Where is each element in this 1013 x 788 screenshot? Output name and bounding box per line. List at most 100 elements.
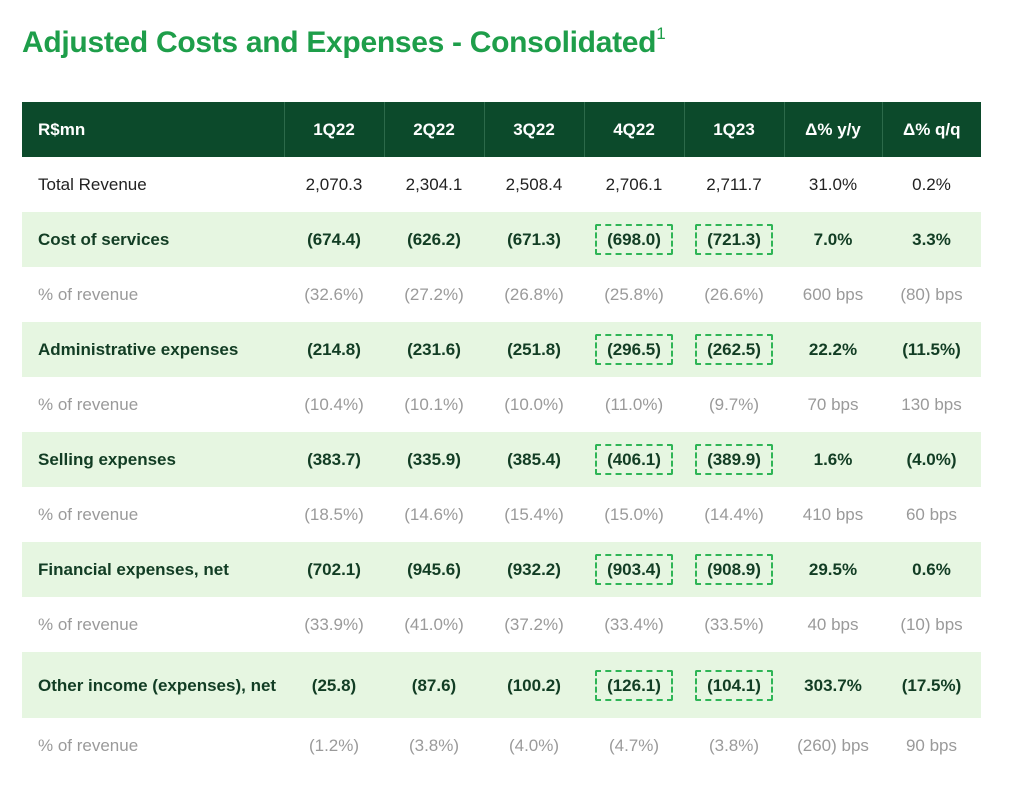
page-title: Adjusted Costs and Expenses - Consolidat…: [22, 24, 666, 60]
table-cell: 60 bps: [905, 504, 958, 524]
pct-row: % of revenue (18.5%) (14.6%) (15.4%) (15.0%)…: [22, 487, 981, 542]
table-cell: (17.5%): [882, 652, 981, 718]
table-cell: (674.4): [284, 212, 384, 267]
table-cell: (262.5): [684, 322, 784, 377]
row-label: % of revenue: [38, 504, 139, 524]
table-cell: (945.6): [384, 542, 484, 597]
table-cell: (37.2%): [504, 614, 564, 634]
table-cell: (335.9): [384, 432, 484, 487]
expense-row: Administrative expenses (214.8) (231.6) (25…: [22, 322, 981, 377]
highlighted-value: (903.4): [595, 554, 673, 585]
row-label: % of revenue: [38, 735, 139, 755]
row-label: Administrative expenses: [22, 322, 284, 377]
table-cell: (383.7): [284, 432, 384, 487]
table-cell: (385.4): [484, 432, 584, 487]
table-cell: 7.0%: [784, 212, 882, 267]
table-cell: (10.0%): [504, 394, 564, 414]
table-cell: (33.4%): [604, 614, 664, 634]
table-cell: 410 bps: [802, 504, 864, 524]
expense-row: Selling expenses (383.7) (335.9) (385.4) (40…: [22, 432, 981, 487]
table-cell: 303.7%: [784, 652, 882, 718]
table-cell: (671.3): [484, 212, 584, 267]
table-cell: (15.0%): [604, 504, 664, 524]
table-cell: (296.5): [584, 322, 684, 377]
table-cell: (87.6): [384, 652, 484, 718]
title-footnote: 1: [656, 24, 666, 43]
table-cell: 0.2%: [912, 174, 951, 194]
table-cell: (231.6): [384, 322, 484, 377]
highlighted-value: (389.9): [695, 444, 773, 475]
table-cell: 70 bps: [807, 394, 859, 414]
table-cell: (26.6%): [704, 284, 764, 304]
row-label: % of revenue: [38, 614, 139, 634]
pct-row: % of revenue (32.6%) (27.2%) (26.8%) (25.8%)…: [22, 267, 981, 322]
highlighted-value: (296.5): [595, 334, 673, 365]
table-cell: (10) bps: [900, 614, 963, 634]
table-cell: 3.3%: [882, 212, 981, 267]
table-cell: 2,706.1: [605, 174, 663, 194]
table-cell: (9.7%): [708, 394, 760, 414]
table-cell: (4.0%): [882, 432, 981, 487]
table-cell: (251.8): [484, 322, 584, 377]
table-cell: (10.1%): [404, 394, 464, 414]
table-cell: (104.1): [684, 652, 784, 718]
pct-row: % of revenue (33.9%) (41.0%) (37.2%) (33.4%)…: [22, 597, 981, 652]
costs-table: R$mn 1Q22 2Q22 3Q22 4Q22 1Q23 Δ% y/y Δ% …: [22, 102, 981, 773]
header-2q22: 2Q22: [384, 102, 485, 157]
highlighted-value: (104.1): [695, 669, 773, 701]
table-cell: 1.6%: [784, 432, 882, 487]
highlighted-value: (721.3): [695, 224, 773, 255]
table-cell: (33.9%): [304, 614, 364, 634]
title-text: Adjusted Costs and Expenses - Consolidat…: [22, 26, 657, 59]
table-cell: (214.8): [284, 322, 384, 377]
table-cell: 2,711.7: [706, 174, 762, 194]
row-label: Selling expenses: [22, 432, 284, 487]
table-cell: 2,070.3: [305, 174, 363, 194]
table-cell: (702.1): [284, 542, 384, 597]
expense-row: Financial expenses, net (702.1) (945.6) (93…: [22, 542, 981, 597]
expense-row: Other income (expenses), net (25.8) (87.6)…: [22, 652, 981, 718]
header-1q22: 1Q22: [284, 102, 385, 157]
table-cell: (25.8): [284, 652, 384, 718]
header-row: R$mn 1Q22 2Q22 3Q22 4Q22 1Q23 Δ% y/y Δ% …: [22, 102, 981, 157]
table-cell: (33.5%): [704, 614, 764, 634]
expense-row: Cost of services (674.4) (626.2) (671.3) (69…: [22, 212, 981, 267]
header-3q22: 3Q22: [484, 102, 585, 157]
header-yoy: Δ% y/y: [784, 102, 883, 157]
table-cell: (27.2%): [404, 284, 464, 304]
table-cell: (3.8%): [408, 735, 460, 755]
total-row: Total Revenue 2,070.3 2,304.1 2,508.4 2,706.…: [22, 157, 981, 212]
row-label: Financial expenses, net: [22, 542, 284, 597]
table-cell: 29.5%: [784, 542, 882, 597]
highlighted-value: (262.5): [695, 334, 773, 365]
table-cell: 600 bps: [802, 284, 864, 304]
highlighted-value: (908.9): [695, 554, 773, 585]
table-cell: 22.2%: [784, 322, 882, 377]
table-cell: (126.1): [584, 652, 684, 718]
table-cell: 90 bps: [905, 735, 958, 755]
table-cell: (11.5%): [882, 322, 981, 377]
table-cell: (25.8%): [604, 284, 664, 304]
header-label: R$mn: [22, 102, 285, 157]
table-cell: (10.4%): [304, 394, 364, 414]
table-cell: (14.4%): [704, 504, 764, 524]
table-cell: (406.1): [584, 432, 684, 487]
table-cell: (4.7%): [608, 735, 660, 755]
table-cell: 2,304.1: [405, 174, 463, 194]
table-cell: (41.0%): [404, 614, 464, 634]
table-cell: (389.9): [684, 432, 784, 487]
row-label: % of revenue: [38, 394, 139, 414]
header-1q23: 1Q23: [684, 102, 785, 157]
highlighted-value: (406.1): [595, 444, 673, 475]
highlighted-value: (126.1): [595, 669, 673, 701]
header-qoq: Δ% q/q: [882, 102, 981, 157]
table-cell: (932.2): [484, 542, 584, 597]
pct-row: % of revenue (10.4%) (10.1%) (10.0%) (11.0%)…: [22, 377, 981, 432]
table-cell: (14.6%): [404, 504, 464, 524]
table-cell: (18.5%): [304, 504, 364, 524]
row-label: % of revenue: [38, 284, 139, 304]
table-cell: (32.6%): [304, 284, 364, 304]
row-label: Total Revenue: [38, 174, 147, 194]
row-label: Other income (expenses), net: [22, 652, 284, 718]
table-cell: (908.9): [684, 542, 784, 597]
